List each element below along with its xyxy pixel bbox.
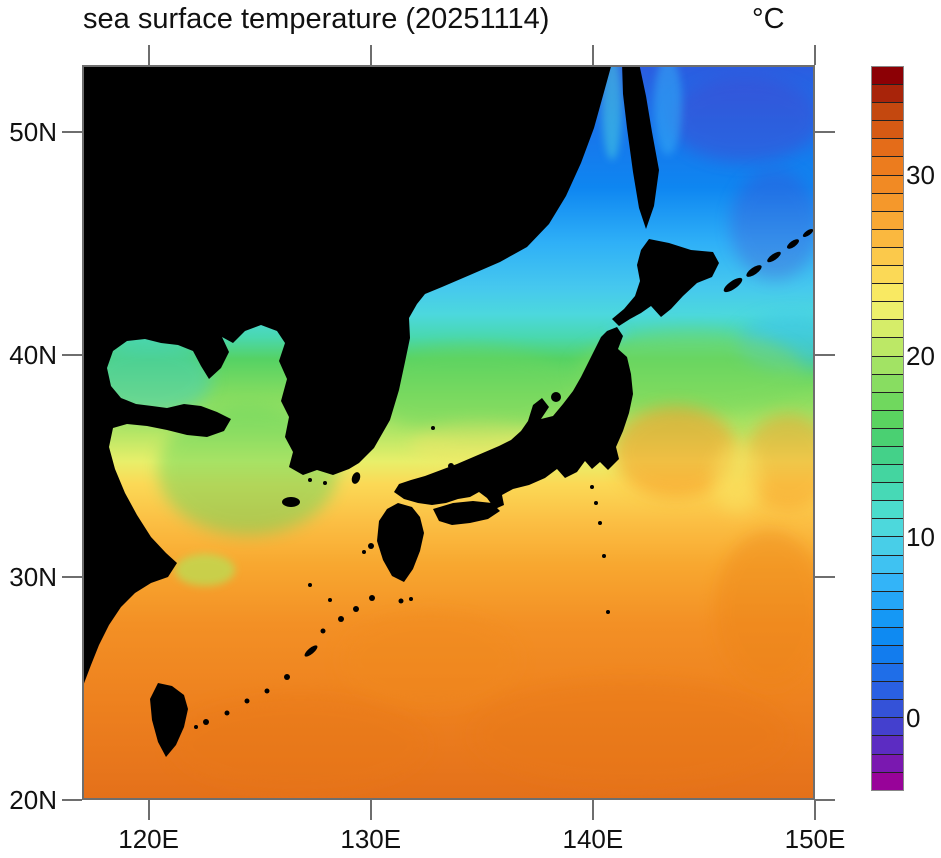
colorbar-segment (872, 427, 903, 446)
colorbar-segment (872, 265, 903, 284)
axis-tick-x-top (147, 45, 150, 65)
sst-patch-south-warm (170, 695, 430, 795)
colorbar-segment (872, 174, 903, 193)
colorbar-segment (872, 301, 903, 320)
axis-tick-y-left (62, 576, 82, 579)
colorbar-segment (872, 283, 903, 302)
colorbar-segment (872, 355, 903, 374)
y-axis-label: 50N (9, 116, 57, 147)
sst-patch-ecs-warm (340, 610, 520, 710)
colorbar-segment (872, 210, 903, 229)
colorbar-segment (872, 337, 903, 356)
sst-patch-okhotsk-violet-2 (730, 170, 815, 280)
land-kyushu (377, 503, 424, 582)
land-honshu (394, 327, 633, 509)
colorbar-segment (872, 572, 903, 591)
y-axis-label: 30N (9, 562, 57, 593)
colorbar-segment (872, 735, 903, 754)
colorbar-segment (872, 84, 903, 103)
colorbar-segment (872, 373, 903, 392)
axis-tick-y-left (62, 130, 82, 133)
colorbar (871, 66, 904, 791)
sst-regional-patches (88, 65, 815, 795)
colorbar-segment (872, 500, 903, 519)
sst-patch-okhotsk-violet (670, 78, 815, 162)
colorbar-segment (872, 138, 903, 157)
colorbar-segment (872, 681, 903, 700)
axis-tick-y-left (62, 353, 82, 356)
colorbar-segment (872, 536, 903, 555)
colorbar-segment (872, 156, 903, 175)
colorbar-segment (872, 590, 903, 609)
colorbar-tick-label: 0 (906, 702, 921, 733)
axis-tick-y-left (62, 799, 82, 801)
colorbar-segment (872, 771, 903, 790)
sst-patch-japansea-green (370, 345, 570, 435)
x-axis-label: 140E (562, 824, 624, 854)
colorbar-units-label: °C (752, 3, 785, 35)
colorbar-segment (872, 192, 903, 211)
axis-tick-y-right (815, 130, 835, 133)
kuril-islands (723, 228, 814, 293)
axis-tick-y-right (815, 799, 835, 801)
colorbar-segment (872, 120, 903, 139)
x-axis-label: 150E (784, 824, 846, 854)
land-sakhalin (622, 65, 659, 229)
axis-tick-x-top (369, 45, 372, 65)
ryukyu-islands (194, 595, 375, 729)
axis-tick-x-top (814, 45, 816, 65)
y-axis-label: 40N (9, 339, 57, 370)
colorbar-segment (872, 409, 903, 428)
y-axis-label: 20N (9, 785, 57, 815)
axis-tick-x-bottom (814, 800, 816, 820)
colorbar-tick-label: 20 (906, 341, 935, 372)
colorbar-segment (872, 228, 903, 247)
colorbar-segment (872, 67, 903, 85)
sst-patch-okhotsk-coast (654, 65, 682, 155)
axis-tick-x-top (591, 45, 594, 65)
colorbar-tick-label: 30 (906, 160, 935, 191)
land-shikoku (433, 501, 500, 525)
colorbar-segment (872, 663, 903, 682)
colorbar-segment (872, 246, 903, 266)
colorbar-segment (872, 482, 903, 501)
axis-tick-x-bottom (369, 800, 372, 820)
colorbar-segment (872, 554, 903, 573)
colorbar-segment (872, 645, 903, 664)
colorbar-segment (872, 391, 903, 410)
land-eurasia-china-korea (82, 65, 612, 692)
sst-patch-meander-gap (712, 443, 762, 513)
axis-tick-y-right (815, 353, 835, 356)
sst-map (82, 65, 815, 800)
sst-patch-kuroshio-meander (614, 406, 738, 498)
colorbar-segment (872, 608, 903, 627)
sst-patch-southeast-warm (715, 530, 815, 690)
colorbar-segment (872, 445, 903, 465)
x-axis-label: 130E (340, 824, 402, 854)
colorbar-segment (872, 699, 903, 718)
land-hokkaido (612, 239, 719, 326)
colorbar-tick-label: 10 (906, 521, 935, 552)
small-islands (282, 392, 610, 614)
sst-patch-tatar-strait (602, 65, 622, 160)
colorbar-segment (872, 319, 903, 338)
sst-patch-south-warm-2 (470, 680, 790, 790)
axis-tick-y-right (815, 576, 835, 579)
plot-title: sea surface temperature (20251114) (83, 3, 550, 35)
land-taiwan (150, 683, 188, 757)
colorbar-segment (872, 464, 903, 483)
x-axis-label: 120E (118, 824, 179, 854)
sst-patch-hangzhou-plume (175, 554, 235, 586)
land-mask (82, 65, 814, 757)
colorbar-segment (872, 753, 903, 772)
colorbar-segment (872, 102, 903, 121)
axis-tick-x-bottom (591, 800, 594, 820)
colorbar-segment (872, 626, 903, 645)
colorbar-segment (872, 518, 903, 537)
axis-tick-x-bottom (147, 800, 150, 820)
colorbar-segment (872, 717, 903, 736)
